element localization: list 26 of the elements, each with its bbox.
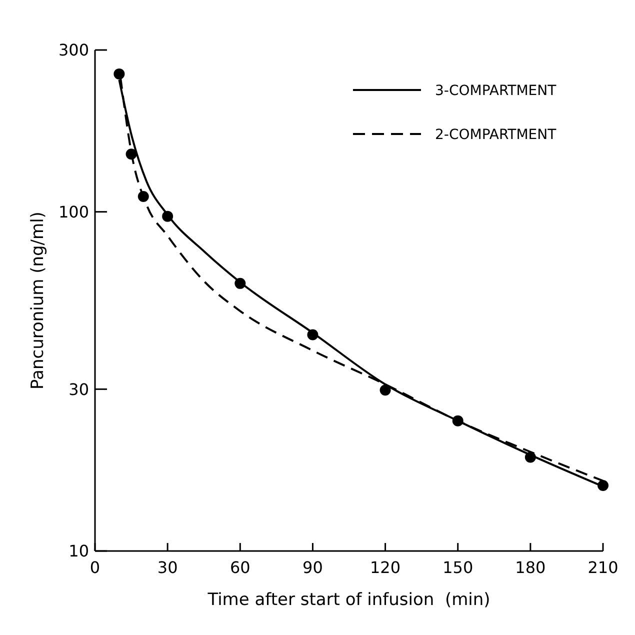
x-tick-label: 150 [442,558,474,577]
point [452,415,464,426]
x-tick-label: 120 [370,558,401,577]
y-tick-label: 10 [68,542,89,561]
point [524,452,536,463]
point [138,190,149,202]
point [380,384,391,396]
x-tick-label: 180 [515,558,546,577]
y-tick-label: 100 [58,202,89,222]
x-tick-label: 60 [230,558,250,577]
x-tick-label: 210 [588,558,618,577]
legend-label: 2-COMPARTMENT [435,126,557,143]
x-tick-label: 90 [302,558,323,577]
point [234,278,246,289]
point [114,68,125,80]
x-tick-label: 30 [157,558,178,577]
x-axis-title: Time after start of infusion (min) [206,590,490,610]
y-tick-label: 300 [58,40,89,60]
legend-label: 3-COMPARTMENT [435,82,557,99]
point [307,329,318,340]
point [126,148,137,160]
x-tick-label: 0 [90,558,100,577]
point [598,480,608,491]
y-tick-label: 30 [68,380,89,399]
y-axis-title: Pancuronium (ng/ml) [28,212,48,390]
point [162,210,174,222]
